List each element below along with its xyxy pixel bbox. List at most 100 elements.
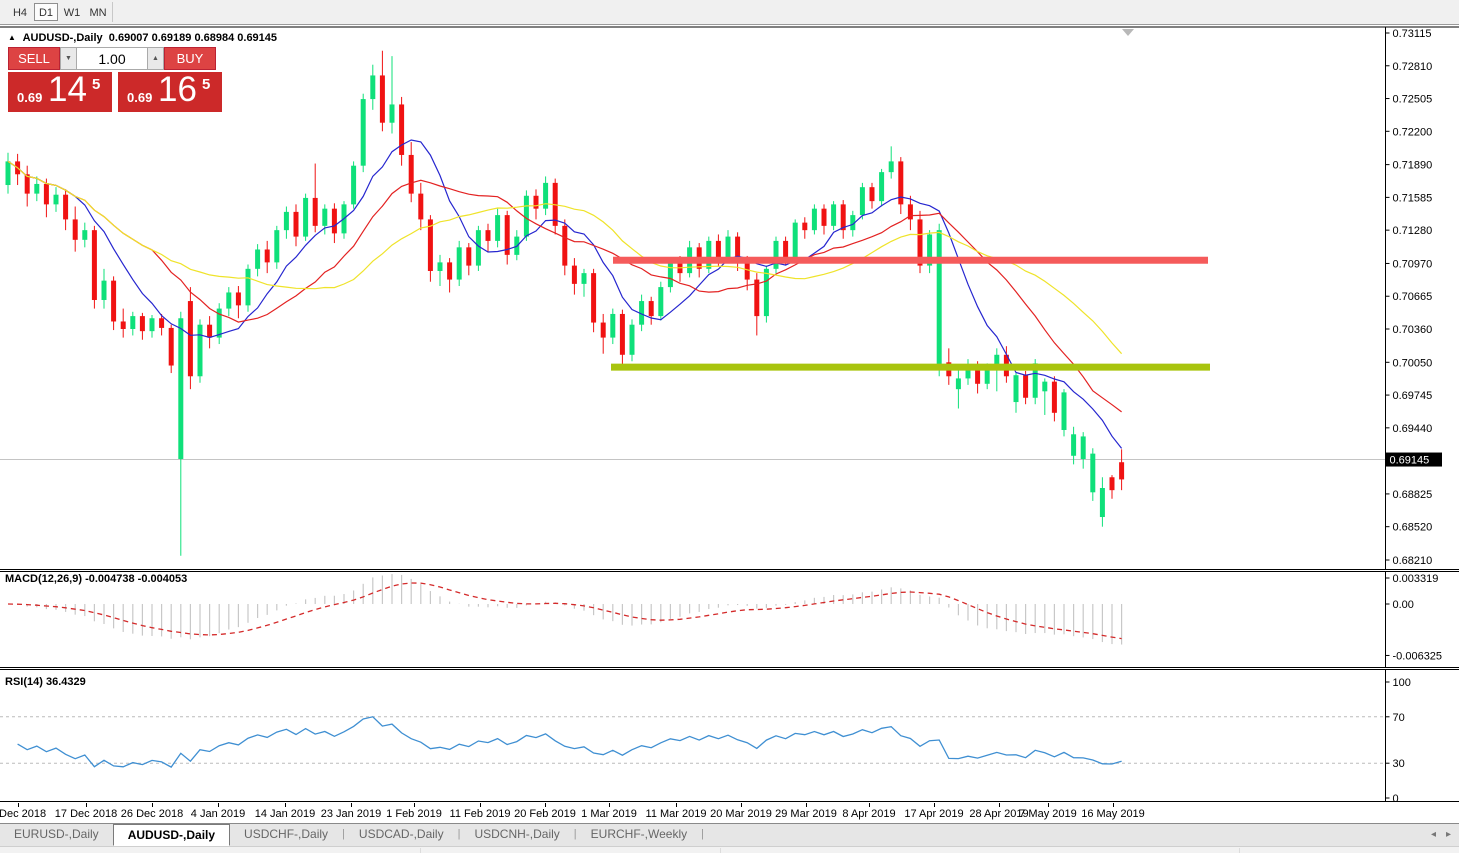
- svg-text:0.71280: 0.71280: [1393, 225, 1433, 237]
- svg-text:0.003319: 0.003319: [1393, 573, 1439, 585]
- sell-price-big: 14: [48, 72, 87, 109]
- date-tick-mark: [414, 803, 415, 807]
- timeframe-button-mn[interactable]: MN: [89, 7, 107, 19]
- timeframe-button-w1[interactable]: W1: [63, 7, 81, 19]
- svg-text:0.70050: 0.70050: [1393, 357, 1433, 369]
- tab-separator: |: [457, 828, 461, 840]
- svg-text:0.71890: 0.71890: [1393, 160, 1433, 172]
- buy-button[interactable]: BUY: [164, 47, 216, 70]
- date-axis-label: 7 May 2019: [1019, 808, 1077, 820]
- date-tick-mark: [351, 803, 352, 807]
- one-click-trading-widget: SELL ▼ ▲ BUY 0.69 14 5 0.69 16 5: [8, 47, 224, 112]
- collapse-triangle-icon[interactable]: ▲: [8, 33, 16, 42]
- lot-decrease-button[interactable]: ▼: [60, 47, 77, 70]
- timeframe-button-d1[interactable]: D1: [34, 3, 58, 21]
- date-axis-label: 28 Apr 2019: [969, 808, 1029, 820]
- date-tick-mark: [609, 803, 610, 807]
- chart-tab-bar: EURUSD-,Daily AUDUSD-,Daily USDCHF-,Daily |…: [0, 823, 1459, 846]
- sell-price-pip: 5: [92, 76, 101, 93]
- buy-price-panel[interactable]: 0.69 16 5: [118, 72, 222, 112]
- date-axis-label: 1 Mar 2019: [581, 808, 637, 820]
- chart-tab-usdcnh[interactable]: USDCNH-,Daily: [474, 827, 560, 841]
- date-tick-mark: [480, 803, 481, 807]
- svg-text:0.68825: 0.68825: [1393, 489, 1433, 501]
- svg-text:0.70360: 0.70360: [1393, 324, 1433, 336]
- sell-price-prefix: 0.69: [17, 90, 43, 105]
- date-tick-mark: [285, 803, 286, 807]
- sell-price-panel[interactable]: 0.69 14 5: [8, 72, 112, 112]
- svg-text:100: 100: [1393, 677, 1411, 689]
- date-axis-label: 11 Mar 2019: [645, 808, 707, 820]
- svg-text:0: 0: [1393, 793, 1399, 803]
- date-tick-mark: [1048, 803, 1049, 807]
- buy-price-pip: 5: [202, 76, 211, 93]
- date-tick-mark: [1113, 803, 1114, 807]
- date-tick-mark: [806, 803, 807, 807]
- tabs-scroll-left-icon[interactable]: ◂: [1430, 829, 1436, 840]
- svg-text:0.68210: 0.68210: [1393, 555, 1433, 567]
- date-axis-label: 26 Dec 2018: [120, 808, 184, 820]
- svg-text:-0.006325: -0.006325: [1393, 650, 1443, 662]
- buy-price-big: 16: [158, 72, 197, 109]
- buy-price-prefix: 0.69: [127, 90, 153, 105]
- symbol-period-label: AUDUSD-,Daily: [22, 32, 103, 44]
- date-tick-mark: [18, 803, 19, 807]
- macd-label: MACD(12,26,9) -0.004738 -0.004053: [5, 573, 188, 585]
- tab-separator: |: [573, 828, 577, 840]
- date-tick-mark: [152, 803, 153, 807]
- rsi-label: RSI(14) 36.4329: [5, 676, 86, 688]
- macd-panel: 0.003319 0.00 -0.006325: [0, 571, 1459, 668]
- date-axis-label: 14 Jan 2019: [254, 808, 316, 820]
- date-axis-label: 1 Feb 2019: [386, 808, 442, 820]
- lot-size-input[interactable]: [77, 47, 147, 70]
- chart-tab-eurusd[interactable]: EURUSD-,Daily: [14, 827, 99, 841]
- sell-button[interactable]: SELL: [8, 47, 60, 70]
- date-tick-mark: [676, 803, 677, 807]
- svg-text:0.68520: 0.68520: [1393, 522, 1433, 534]
- svg-text:70: 70: [1393, 712, 1405, 724]
- candlestick-chart: 0.73115 0.72810 0.72505 0.72200 0.71890 0.715…: [0, 26, 1459, 570]
- date-tick-mark: [999, 803, 1000, 807]
- rsi-panel: 100 70 30 0: [0, 669, 1459, 803]
- date-tick-mark: [741, 803, 742, 807]
- toolbar-separator: [112, 2, 113, 22]
- svg-text:30: 30: [1393, 758, 1405, 770]
- chart-tab-audusd[interactable]: AUDUSD-,Daily: [112, 824, 231, 846]
- quote-low: 0.68984: [194, 32, 235, 44]
- svg-text:0.00: 0.00: [1393, 599, 1414, 611]
- date-axis-label: 11 Feb 2019: [449, 808, 511, 820]
- svg-text:0.69440: 0.69440: [1393, 423, 1433, 435]
- status-bar: [0, 846, 1459, 853]
- date-tick-mark: [86, 803, 87, 807]
- quote-open: 0.69007: [108, 32, 149, 44]
- chart-title: ▲ AUDUSD-,Daily 0.69007 0.69189 0.68984 …: [8, 32, 277, 44]
- date-axis-label: 20 Feb 2019: [514, 808, 576, 820]
- date-axis-label: 17 Apr 2019: [904, 808, 964, 820]
- tab-separator: |: [342, 828, 345, 840]
- date-tick-mark: [545, 803, 546, 807]
- date-axis-label: 20 Mar 2019: [710, 808, 772, 820]
- date-axis-label: 4 Jan 2019: [190, 808, 246, 820]
- lot-increase-button[interactable]: ▲: [147, 47, 164, 70]
- chart-tab-eurchf[interactable]: EURCHF-,Weekly: [590, 827, 688, 841]
- svg-text:0.69145: 0.69145: [1390, 455, 1430, 467]
- svg-text:0.72505: 0.72505: [1393, 94, 1433, 106]
- svg-text:0.70970: 0.70970: [1393, 258, 1433, 270]
- timeframe-button-h4[interactable]: H4: [12, 7, 28, 19]
- date-axis-label: 7 Dec 2018: [0, 808, 47, 820]
- svg-text:0.72200: 0.72200: [1393, 126, 1433, 138]
- date-axis-label: 17 Dec 2018: [54, 808, 118, 820]
- date-axis-label: 23 Jan 2019: [320, 808, 382, 820]
- date-tick-mark: [869, 803, 870, 807]
- chart-tab-usdchf[interactable]: USDCHF-,Daily: [244, 827, 329, 841]
- date-axis-label: 8 Apr 2019: [842, 808, 896, 820]
- tab-separator: |: [701, 828, 704, 840]
- svg-text:0.70665: 0.70665: [1393, 291, 1433, 303]
- tabs-scroll-right-icon[interactable]: ▸: [1445, 829, 1451, 840]
- svg-text:0.69745: 0.69745: [1393, 390, 1433, 402]
- chart-tab-usdcad[interactable]: USDCAD-,Daily: [358, 827, 444, 841]
- date-axis-label: 16 May 2019: [1081, 808, 1145, 820]
- quote-high: 0.69189: [151, 32, 192, 44]
